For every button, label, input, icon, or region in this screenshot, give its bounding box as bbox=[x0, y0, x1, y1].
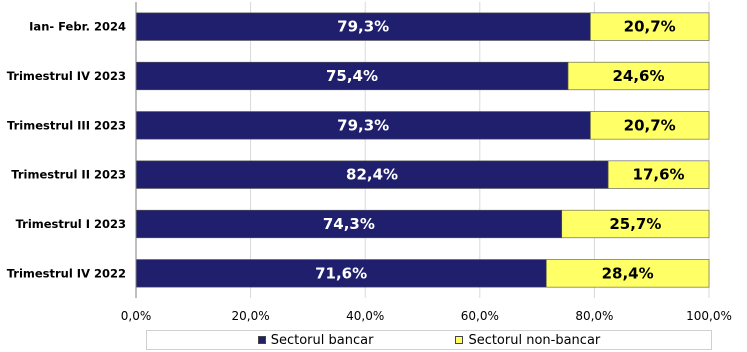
bars bbox=[135, 12, 710, 288]
data-label: 20,7% bbox=[624, 116, 676, 134]
bar-segment-nonbank bbox=[607, 160, 710, 189]
legend-swatch-bank bbox=[257, 336, 266, 344]
data-label: 28,4% bbox=[602, 264, 654, 282]
x-tick-label: 0,0% bbox=[121, 309, 152, 323]
bar-segment-bank bbox=[135, 111, 591, 140]
legend-item-bank: Sectorul bancar bbox=[257, 332, 374, 348]
legend-label-nonbank: Sectorul non-bancar bbox=[468, 332, 601, 348]
data-label: 75,4% bbox=[326, 67, 378, 85]
data-label: 74,3% bbox=[323, 215, 375, 233]
bar-segment-nonbank bbox=[590, 12, 710, 41]
bar-segment-nonbank bbox=[590, 111, 710, 140]
legend: Sectorul bancar Sectorul non-bancar bbox=[146, 330, 712, 350]
bar-segment-nonbank bbox=[567, 61, 710, 91]
category-label: Ian- Febr. 2024 bbox=[29, 20, 126, 34]
category-label: Trimestrul IV 2022 bbox=[7, 266, 126, 280]
category-label: Trimestrul IV 2023 bbox=[7, 69, 126, 83]
data-label: 17,6% bbox=[633, 166, 685, 184]
data-label: 71,6% bbox=[315, 264, 367, 282]
data-label: 20,7% bbox=[624, 18, 676, 36]
bar-segment-bank bbox=[135, 259, 547, 288]
legend-swatch-nonbank bbox=[455, 336, 464, 344]
stacked-bar-chart: 0,0% 20,0% 40,0% 60,0% 80,0% 100,0% Ian- Febr.… bbox=[7, 2, 732, 323]
data-label: 24,6% bbox=[612, 67, 664, 85]
x-tick-label: 40,0% bbox=[346, 309, 384, 323]
x-tick-label: 80,0% bbox=[575, 309, 613, 323]
data-label: 79,3% bbox=[337, 18, 389, 36]
category-label: Trimestrul II 2023 bbox=[11, 168, 126, 182]
labels: 0,0% 20,0% 40,0% 60,0% 80,0% 100,0% Ian- Febr.… bbox=[7, 18, 732, 323]
legend-item-nonbank: Sectorul non-bancar bbox=[455, 333, 600, 348]
x-tick-label: 100,0% bbox=[686, 309, 732, 323]
data-label: 79,3% bbox=[337, 116, 389, 134]
category-label: Trimestrul III 2023 bbox=[7, 118, 126, 132]
bar-segment-nonbank bbox=[545, 259, 710, 288]
data-label: 82,4% bbox=[346, 166, 398, 184]
data-label: 25,7% bbox=[609, 215, 661, 233]
x-tick-label: 60,0% bbox=[461, 309, 499, 323]
bar-segment-bank bbox=[135, 12, 591, 41]
x-tick-label: 20,0% bbox=[232, 309, 270, 323]
legend-label-bank: Sectorul bancar bbox=[270, 332, 374, 348]
category-label: Trimestrul I 2023 bbox=[16, 217, 126, 231]
bar-segment-bank bbox=[135, 209, 563, 239]
grid-lines bbox=[135, 2, 710, 298]
bar-segment-bank bbox=[135, 160, 609, 189]
bar-segment-nonbank bbox=[561, 209, 710, 239]
